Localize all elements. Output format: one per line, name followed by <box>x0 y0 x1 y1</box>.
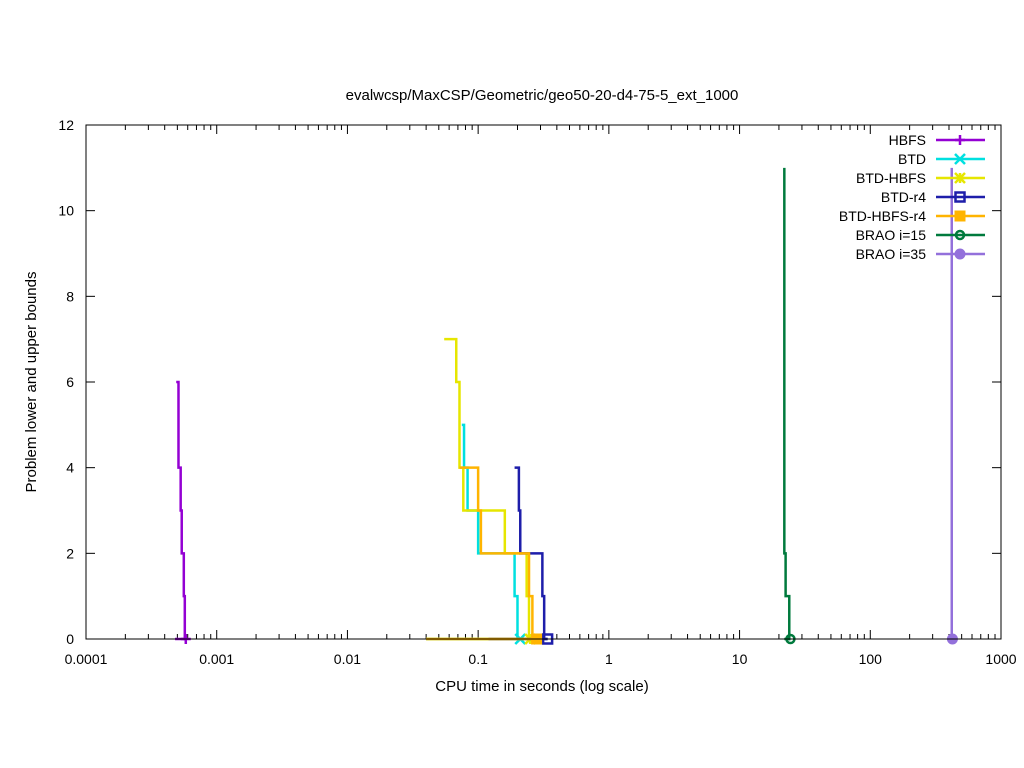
x-axis-label: CPU time in seconds (log scale) <box>435 678 648 695</box>
legend-label: BTD-HBFS <box>856 170 926 186</box>
x-tick-label: 10 <box>732 651 748 667</box>
legend-label: BRAO i=35 <box>856 246 927 262</box>
upper-bound-line <box>176 380 187 641</box>
point-marker <box>954 248 966 260</box>
point-marker <box>954 153 966 165</box>
legend-item: BTD <box>898 151 985 167</box>
x-tick-label: 1000 <box>985 651 1016 667</box>
legend: HBFS BTD BTD-HBFS BTD-r4 BTD-HBFS-r4 BRAO i=1… <box>839 132 985 262</box>
legend-label: BTD-HBFS-r4 <box>839 208 926 224</box>
upper-bound-line <box>459 466 537 641</box>
point-marker <box>954 229 966 241</box>
y-tick-label: 10 <box>58 203 74 219</box>
x-tick-label: 0.001 <box>199 651 234 667</box>
legend-item: BTD-r4 <box>881 189 985 205</box>
x-tick-label: 0.0001 <box>65 651 108 667</box>
legend-item: BTD-HBFS <box>856 170 985 186</box>
y-tick-label: 2 <box>66 545 74 561</box>
y-tick-label: 4 <box>66 460 74 476</box>
point-marker <box>954 172 966 184</box>
x-tick-label: 0.1 <box>468 651 488 667</box>
point-marker <box>954 191 966 203</box>
chart-title: evalwcsp/MaxCSP/Geometric/geo50-20-d4-75… <box>346 87 739 104</box>
y-tick-label: 8 <box>66 288 74 304</box>
x-tick-label: 100 <box>859 651 883 667</box>
x-tick-label: 0.01 <box>334 651 361 667</box>
legend-item: HBFS <box>889 132 985 148</box>
y-tick-label: 6 <box>66 374 74 390</box>
legend-item: BRAO i=35 <box>856 246 985 262</box>
y-tick-label: 12 <box>58 117 74 133</box>
point-marker <box>954 210 966 222</box>
y-axis-label: Problem lower and upper bounds <box>23 272 40 493</box>
upper-bound-line <box>950 167 953 641</box>
upper-bound-line <box>514 466 548 641</box>
legend-label: HBFS <box>889 132 926 148</box>
legend-label: BTD-r4 <box>881 189 926 205</box>
legend-item: BTD-HBFS-r4 <box>839 208 985 224</box>
legend-label: BRAO i=15 <box>856 227 927 243</box>
x-tick-label: 1 <box>605 651 613 667</box>
upper-bound-line <box>461 423 521 641</box>
plot-frame <box>85 124 1002 640</box>
legend-label: BTD <box>898 151 926 167</box>
axis-ticks: 0.0001 0.001 0.01 0.1 1 10 100 1000 0 2 4 6 8 10 12 <box>58 117 1016 667</box>
point-marker <box>955 135 965 145</box>
legend-item: BRAO i=15 <box>856 227 985 243</box>
y-tick-label: 0 <box>66 631 74 647</box>
